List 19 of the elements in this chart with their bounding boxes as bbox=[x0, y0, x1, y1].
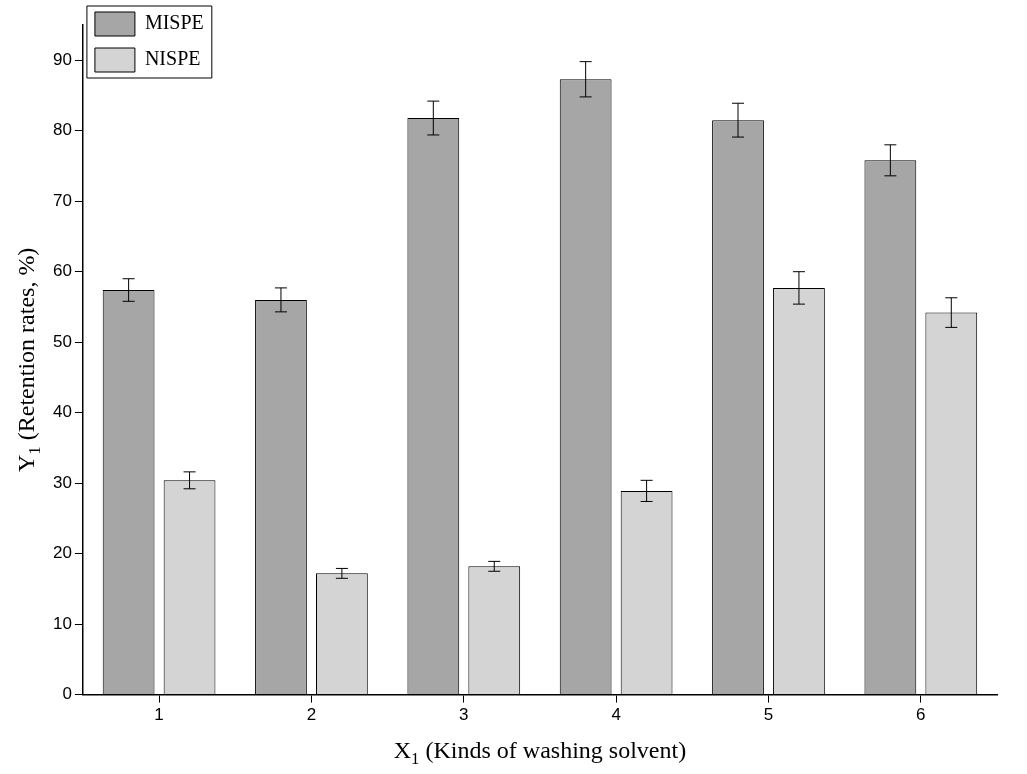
y-tick-label: 20 bbox=[52, 543, 72, 563]
legend-label: MISPE bbox=[144, 11, 204, 34]
y-tick-label: 0 bbox=[62, 684, 72, 704]
legend-label: NISPE bbox=[144, 47, 201, 70]
x-tick-label: 6 bbox=[916, 705, 926, 725]
x-tick-label: 2 bbox=[306, 705, 317, 725]
y-tick-label: 40 bbox=[52, 402, 72, 422]
y-tick-label: 70 bbox=[52, 190, 72, 210]
y-tick-label: 60 bbox=[52, 261, 72, 281]
y-axis-title: Y1 (Retention rates, %) bbox=[13, 247, 44, 472]
y-tick-label: 80 bbox=[52, 120, 72, 140]
x-tick-label: 4 bbox=[611, 705, 621, 725]
x-tick-label: 1 bbox=[154, 705, 164, 725]
x-tick-label: 3 bbox=[459, 705, 469, 725]
y-tick-label: 10 bbox=[52, 613, 72, 633]
y-tick-label: 90 bbox=[52, 49, 72, 69]
y-tick-label: 30 bbox=[52, 472, 72, 492]
y-tick-label: 50 bbox=[52, 331, 72, 351]
x-tick-label: 5 bbox=[763, 705, 774, 725]
